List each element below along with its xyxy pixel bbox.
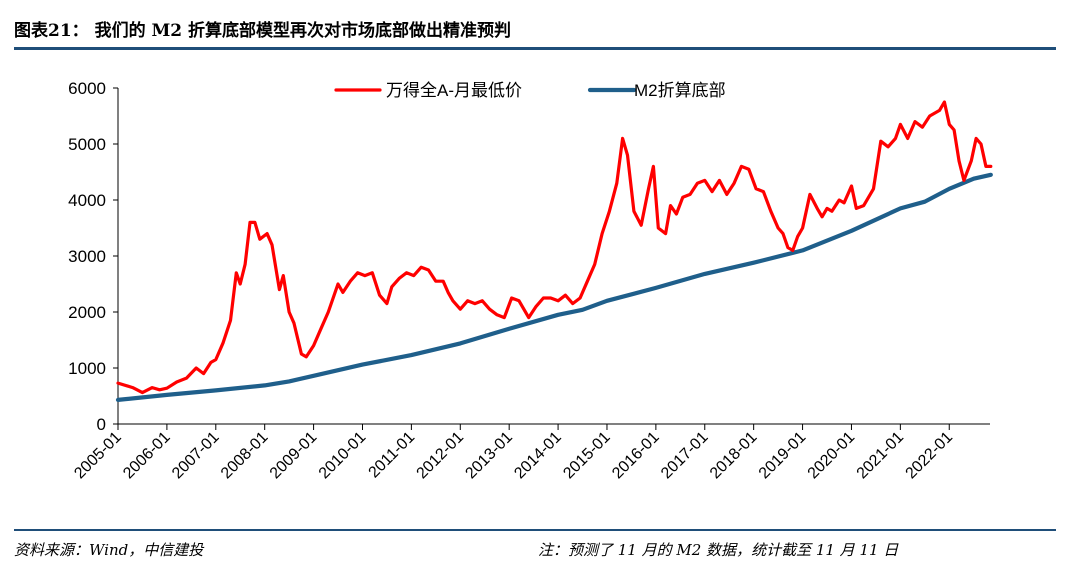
x-axis: 2005-012006-012007-012008-012009-012010-… xyxy=(71,424,956,482)
x-tick-label: 2008-01 xyxy=(218,429,272,483)
y-tick-label: 1000 xyxy=(68,359,106,378)
top-rule xyxy=(14,47,1056,50)
x-tick-label: 2012-01 xyxy=(414,429,468,483)
x-tick-label: 2010-01 xyxy=(316,429,370,483)
x-tick-label: 2006-01 xyxy=(120,429,174,483)
y-tick-label: 3000 xyxy=(68,247,106,266)
x-tick-label: 2014-01 xyxy=(511,429,565,483)
footnote: 注：预测了 11 月的 M2 数据，统计截至 11 月 11 日 xyxy=(538,541,899,559)
y-tick-label: 2000 xyxy=(68,303,106,322)
x-tick-label: 2005-01 xyxy=(71,429,125,483)
x-tick-label: 2013-01 xyxy=(462,429,516,483)
y-axis: 0 1000 2000 3000 4000 5000 6000 xyxy=(68,79,118,434)
line-chart: 0 1000 2000 3000 4000 5000 6000 2005-012006-01… xyxy=(68,79,993,482)
x-tick-label: 2022-01 xyxy=(903,429,957,483)
y-tick-label: 0 xyxy=(97,415,106,434)
y-tick-label: 4000 xyxy=(68,191,106,210)
legend: 万得全A-月最低价 M2折算底部 xyxy=(334,81,726,100)
x-tick-label: 2019-01 xyxy=(756,429,810,483)
x-tick-label: 2016-01 xyxy=(609,429,663,483)
x-tick-label: 2011-01 xyxy=(366,429,419,482)
legend-label-2: M2折算底部 xyxy=(634,81,726,100)
x-tick-label: 2009-01 xyxy=(267,429,321,483)
series-line-2 xyxy=(115,172,993,402)
figure-title: 图表21： 我们的 M2 折算底部模型再次对市场底部做出精准预判 xyxy=(14,21,512,41)
x-tick-label: 2021-01 xyxy=(854,429,908,483)
plot-area xyxy=(117,88,990,425)
bottom-rule xyxy=(14,529,1056,531)
legend-label-1: 万得全A-月最低价 xyxy=(386,81,522,100)
x-tick-label: 2018-01 xyxy=(707,429,761,483)
y-tick-label: 6000 xyxy=(68,79,106,98)
y-tick-label: 5000 xyxy=(68,135,106,154)
x-tick-label: 2007-01 xyxy=(169,429,223,483)
x-tick-label: 2017-01 xyxy=(658,429,712,483)
series-layer xyxy=(115,100,993,402)
x-tick-label: 2015-01 xyxy=(560,429,614,483)
source-note: 资料来源：Wind，中信建投 xyxy=(14,541,204,559)
series-line-1 xyxy=(116,100,993,395)
x-tick-label: 2020-01 xyxy=(805,429,859,483)
